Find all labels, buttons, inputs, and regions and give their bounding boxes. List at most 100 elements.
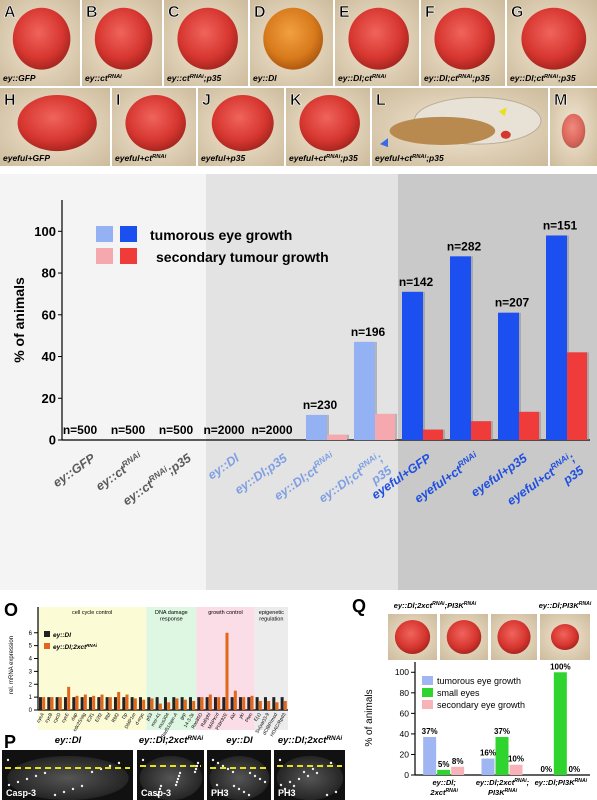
- group-background: [206, 174, 255, 590]
- bar: [451, 766, 465, 775]
- label-part: ;: [566, 451, 577, 465]
- signal: [196, 761, 200, 765]
- sample-size: n=142: [399, 275, 434, 289]
- x-tick-label: dap: [70, 712, 79, 722]
- bar: [183, 699, 187, 710]
- legend-label: ey::Dl: [53, 632, 71, 639]
- bar: [113, 697, 117, 710]
- legend-swatch: [96, 226, 113, 242]
- y-tick-label: 4: [29, 657, 33, 663]
- bar: [92, 695, 96, 710]
- bar: [72, 697, 76, 710]
- bar: [233, 690, 237, 710]
- bar: [509, 764, 523, 775]
- arrowhead: [380, 138, 388, 148]
- bar: [188, 697, 192, 710]
- signal: [329, 761, 333, 765]
- signal: [7, 783, 11, 787]
- signal: [242, 790, 246, 794]
- y-axis-title: % of animals: [364, 689, 375, 746]
- y-tick-label: 1: [29, 695, 33, 701]
- bar: [163, 697, 167, 710]
- panel-letter: A: [4, 4, 16, 21]
- y-tick-label: 100: [34, 224, 56, 239]
- x-tick-label: cycB: [44, 712, 54, 724]
- eye: [521, 7, 587, 70]
- y-tick-label: 6: [29, 631, 33, 637]
- y-tick-label: 40: [400, 729, 410, 739]
- legend-swatch: [422, 676, 433, 685]
- bar: [80, 697, 84, 710]
- bar: [200, 697, 204, 710]
- bar: [222, 697, 226, 710]
- bar: [519, 411, 539, 440]
- x-tick-label: p53: [145, 712, 154, 722]
- panel-letter: J: [202, 92, 211, 109]
- photo-label: ey::ctRNAi;p35: [167, 73, 222, 83]
- x-tick-label: E(z): [253, 712, 263, 723]
- photo-label: eyeful+ctRNAi: [115, 153, 167, 163]
- label-part: ;p35: [558, 73, 576, 83]
- bar: [255, 697, 259, 710]
- bar: [213, 697, 217, 710]
- bar: [147, 697, 151, 710]
- bar: [471, 421, 491, 440]
- sample-size: n=2000: [251, 423, 292, 437]
- photo-label: eyeful+p35: [201, 153, 245, 163]
- label-part: eyeful+ct: [289, 153, 327, 163]
- eye: [434, 7, 495, 70]
- label-superscript: RNAi: [514, 778, 527, 784]
- stain-label: PH3: [211, 788, 229, 798]
- signal: [325, 793, 329, 797]
- region-title: growth control: [208, 610, 243, 616]
- x-tick-label: ey::Dl;PI3KRNAi: [535, 778, 588, 787]
- label-part: ey::Dl;2xct: [53, 644, 87, 651]
- signal: [221, 764, 225, 768]
- signal: [231, 770, 235, 774]
- panel-letter: F: [425, 4, 435, 21]
- bar: [423, 429, 443, 440]
- value-label: 10%: [508, 755, 524, 764]
- panel-letter: D: [254, 4, 266, 21]
- x-tick-label: ey::Dl;2xctRNAi;: [476, 778, 530, 787]
- sample-size: n=500: [159, 423, 194, 437]
- bar: [150, 698, 154, 710]
- label-part: ;p35: [426, 153, 444, 163]
- bar: [495, 736, 509, 775]
- eye: [299, 95, 360, 152]
- bar: [83, 694, 87, 710]
- bar: [230, 697, 234, 710]
- x-tick-label: E2f2: [94, 712, 104, 724]
- bar: [437, 769, 451, 775]
- photo-label: eyeful+p35: [201, 153, 245, 163]
- label-superscript: RNAi: [108, 74, 122, 80]
- sample-size: n=151: [543, 218, 578, 232]
- signal: [158, 787, 162, 791]
- region-background: [254, 607, 288, 730]
- panel-letter: Q: [352, 596, 366, 616]
- eye: [12, 7, 71, 70]
- y-tick-label: 80: [42, 266, 56, 281]
- x-tick-label: PI3KRNAi: [488, 788, 518, 797]
- signal: [195, 764, 199, 768]
- bar: [130, 697, 134, 710]
- bar: [238, 697, 242, 710]
- eye: [348, 7, 409, 70]
- bar: [205, 697, 209, 710]
- photo-label: ey::ctRNAi: [85, 73, 122, 83]
- panel-letter: B: [86, 4, 98, 21]
- signal: [16, 780, 20, 784]
- tumour: [500, 130, 511, 139]
- image-title: ey::Dl: [226, 735, 253, 746]
- signal: [108, 764, 112, 768]
- label-superscript: RNAi: [575, 778, 588, 784]
- panel-letter: M: [554, 92, 567, 109]
- signal: [215, 783, 219, 787]
- legend-label: ey::Dl;2xctRNAi: [53, 643, 98, 652]
- signal: [159, 784, 163, 788]
- eye: [263, 7, 324, 70]
- eye: [446, 620, 482, 654]
- image-title: ey::Dl;2xctRNAi: [139, 735, 204, 747]
